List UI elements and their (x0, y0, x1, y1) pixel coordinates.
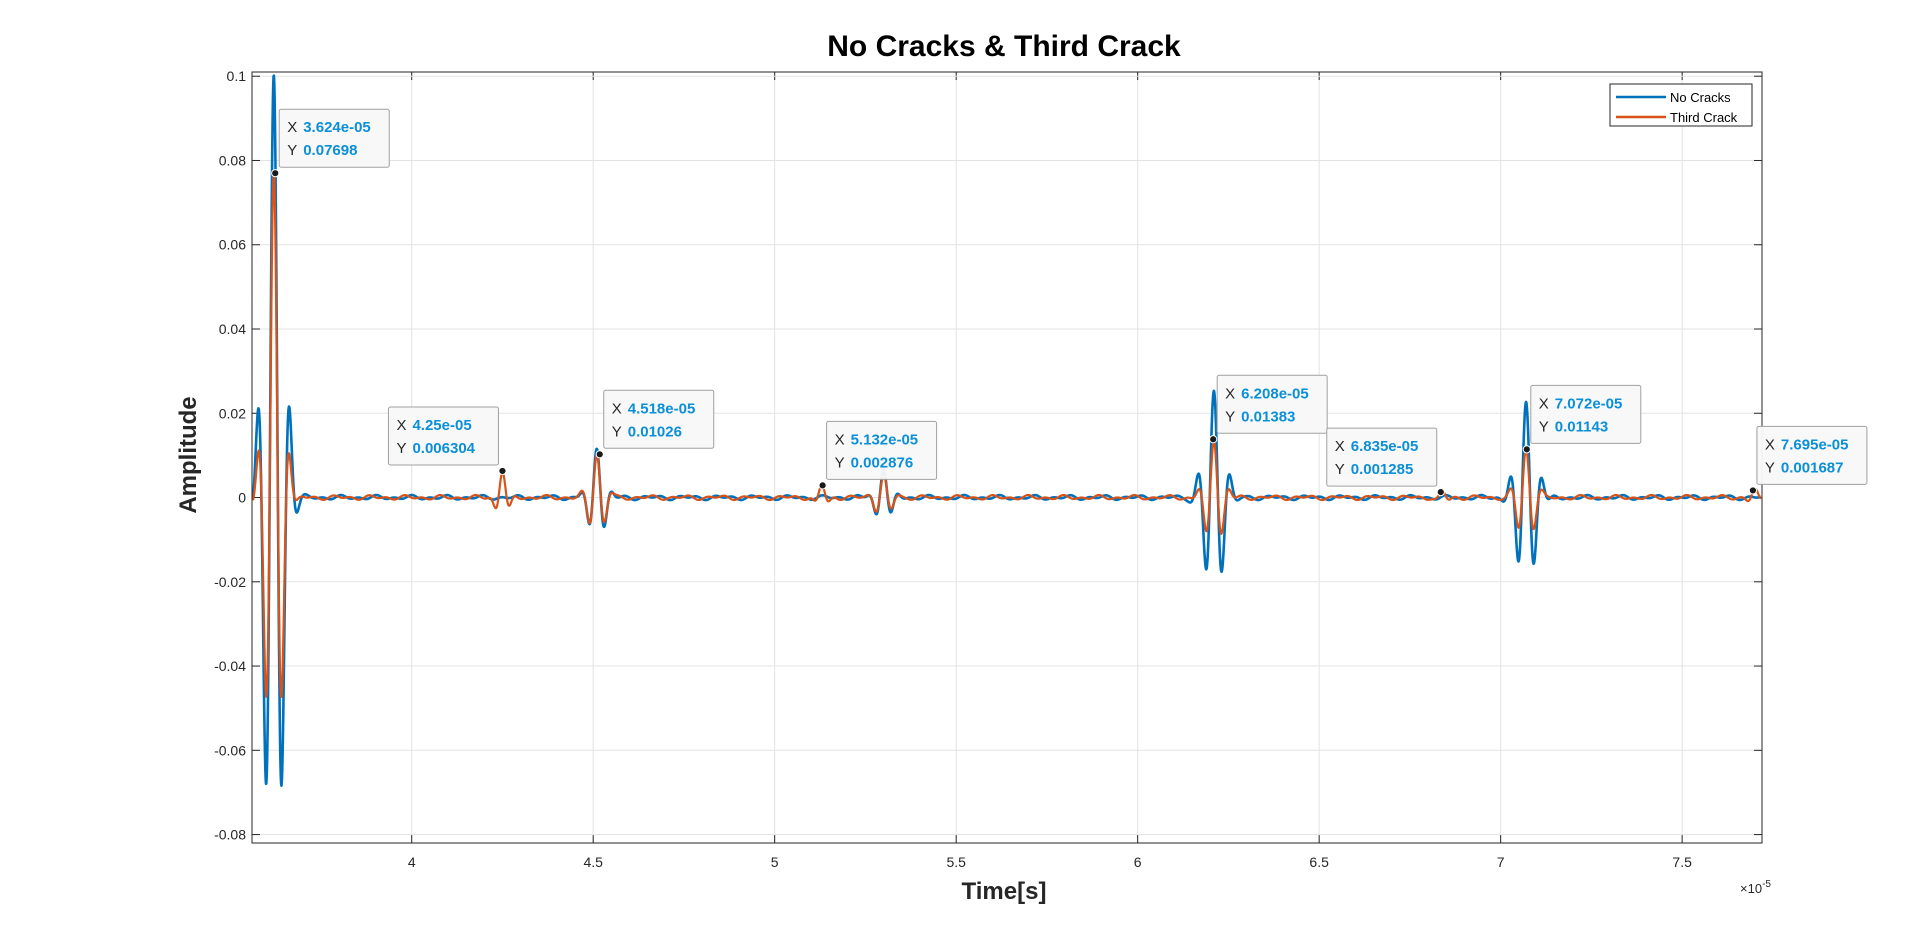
data-tip: X 4.518e-05 Y 0.01026 (595, 389, 715, 459)
y-tick-label: 0.1 (227, 68, 247, 84)
data-tip-y-key: Y (1225, 408, 1235, 425)
plot-area: 4 4.5 5 5.5 6 6.5 7 7.5 0.1 0.08 0.06 0.04 0.02 0 -0.0… (214, 68, 1763, 870)
data-tip-y-value: 0.001285 (1351, 461, 1414, 478)
x-tick-label: 4.5 (583, 854, 603, 870)
x-tick-label: 4 (408, 854, 416, 870)
plot-background (252, 72, 1762, 843)
x-tick-label: 6 (1134, 854, 1142, 870)
data-tip-marker (498, 466, 507, 476)
y-tick-label: 0.08 (219, 152, 246, 168)
x-axis-exponent-power: -5 (1762, 879, 1771, 890)
x-tick-label: 5 (771, 854, 779, 870)
y-tick-label: -0.06 (214, 742, 246, 758)
data-tip: X 4.25e-05 Y 0.006304 (387, 406, 507, 476)
series-line-third-crack (252, 172, 1762, 699)
data-tip-box (1326, 427, 1438, 487)
x-axis-exponent: ×10-5 (1740, 879, 1771, 896)
x-tick-label: 7.5 (1672, 854, 1692, 870)
data-tip: X 6.208e-05 Y 0.01383 (1209, 374, 1328, 444)
y-tick-label: 0 (238, 490, 246, 506)
y-tick-label: 0.04 (219, 321, 246, 337)
data-tip-x-key: X (1539, 395, 1549, 412)
data-tip-x-value: 6.208e-05 (1241, 385, 1309, 402)
x-tick-label: 5.5 (946, 854, 966, 870)
data-tip-x-key: X (1335, 438, 1345, 455)
data-tip-y-key: Y (1765, 459, 1775, 476)
data-tip-y-key: Y (1335, 461, 1345, 478)
data-tip-box (1756, 425, 1868, 485)
data-tip: X 7.695e-05 Y 0.001687 (1748, 425, 1868, 495)
data-tip-x-value: 3.624e-05 (303, 119, 371, 136)
data-tip-y-value: 0.006304 (412, 440, 475, 457)
y-tick-label: 0.02 (219, 405, 246, 421)
y-tick-label: -0.04 (214, 658, 246, 674)
data-tip-marker (1436, 488, 1445, 497)
data-tip-y-key: Y (835, 454, 845, 471)
data-tip-marker (1522, 445, 1531, 454)
data-tip-marker (1748, 486, 1758, 495)
x-tick-label: 7 (1497, 854, 1505, 870)
data-tip-box (387, 406, 499, 466)
data-tip-y-key: Y (612, 423, 622, 440)
data-tip-y-value: 0.01383 (1241, 408, 1295, 425)
data-tip-box (1216, 374, 1328, 434)
data-tip-x-key: X (1765, 436, 1775, 453)
data-tip-y-key: Y (396, 440, 406, 457)
data-tip: X 3.624e-05 Y 0.07698 (271, 108, 390, 178)
y-tick-label: -0.08 (214, 827, 246, 843)
x-tick-label: 6.5 (1309, 854, 1329, 870)
data-tip-y-value: 0.001687 (1781, 459, 1844, 476)
y-tick-label: -0.02 (214, 574, 246, 590)
legend-label: Third Crack (1670, 110, 1738, 125)
data-tip-marker (1209, 435, 1218, 444)
data-tip-y-key: Y (287, 142, 297, 159)
data-tip-x-key: X (396, 417, 406, 434)
data-tip-box (603, 389, 715, 449)
y-tick-label: 0.06 (219, 237, 246, 253)
data-tip-x-value: 4.25e-05 (412, 417, 471, 434)
data-tip-y-value: 0.01026 (628, 423, 682, 440)
data-tip-x-key: X (612, 400, 622, 417)
legend: No Cracks Third Crack (1609, 83, 1753, 127)
data-tip: X 5.132e-05 Y 0.002876 (818, 420, 938, 490)
data-tip-y-value: 0.01143 (1555, 418, 1608, 435)
chart-title: No Cracks & Third Crack (827, 30, 1181, 63)
data-tip-box (826, 420, 938, 480)
data-tip-x-value: 4.518e-05 (628, 400, 696, 417)
legend-label: No Cracks (1670, 90, 1731, 105)
data-tip-marker (595, 450, 604, 459)
y-axis-label: Amplitude (175, 396, 202, 513)
data-tip: X 6.835e-05 Y 0.001285 (1326, 427, 1445, 497)
data-tip-y-value: 0.002876 (851, 454, 914, 471)
data-tip-x-key: X (1225, 385, 1235, 402)
data-tips: X 3.624e-05 Y 0.07698 X 4.25e-05 Y 0.006304 X 4.5… (271, 108, 1868, 497)
data-tip-box (278, 108, 390, 168)
data-tip-marker (271, 169, 280, 178)
data-tip-marker (818, 481, 827, 490)
data-tip-x-key: X (835, 431, 845, 448)
data-tip-x-value: 6.835e-05 (1351, 438, 1419, 455)
data-tip-x-value: 5.132e-05 (851, 431, 919, 448)
legend-box (1609, 83, 1753, 127)
data-tip-y-key: Y (1539, 418, 1549, 435)
data-tip-x-value: 7.695e-05 (1781, 436, 1849, 453)
data-tip-y-value: 0.07698 (303, 142, 357, 159)
data-tip-x-value: 7.072e-05 (1555, 395, 1623, 412)
data-tip-box (1530, 384, 1642, 444)
x-axis-label: Time[s] (962, 878, 1047, 905)
data-tip-x-key: X (287, 119, 297, 136)
data-tip: X 7.072e-05 Y 0.01143 (1522, 384, 1642, 454)
x-axis-exponent-base: ×10 (1740, 881, 1762, 896)
